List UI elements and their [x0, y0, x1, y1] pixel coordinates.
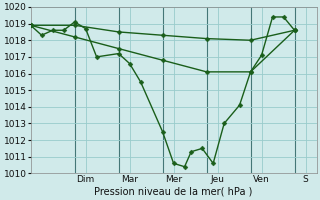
X-axis label: Pression niveau de la mer( hPa ): Pression niveau de la mer( hPa )	[94, 187, 253, 197]
